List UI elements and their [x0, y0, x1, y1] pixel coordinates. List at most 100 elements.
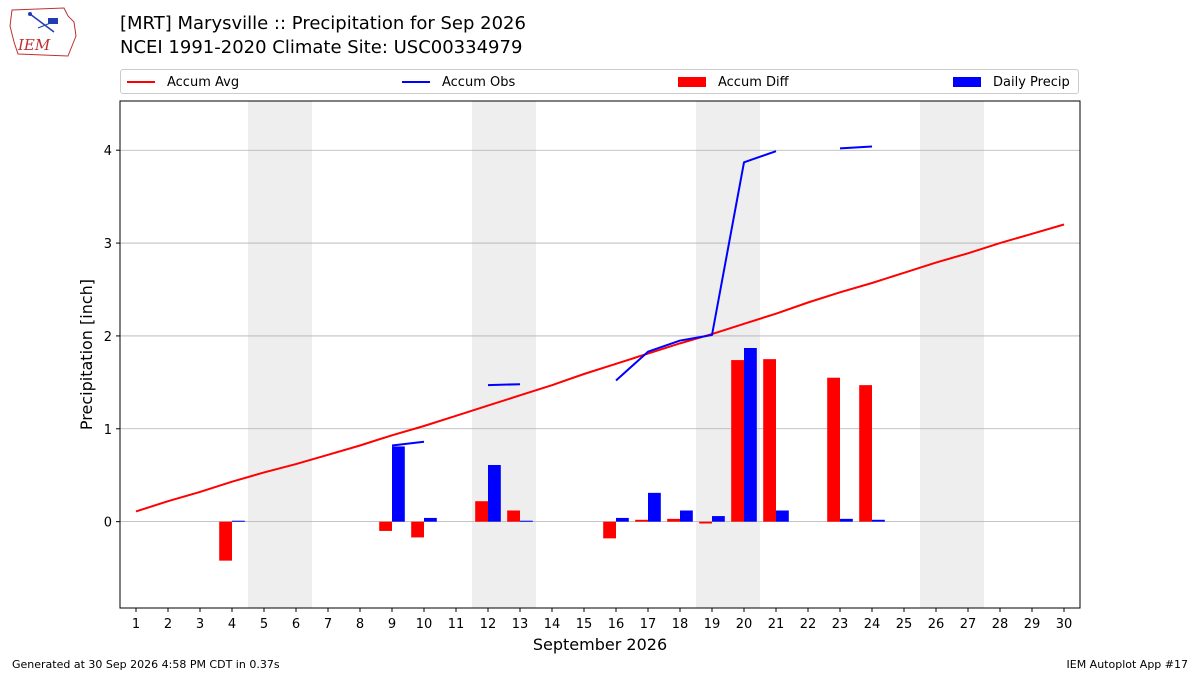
accum-diff-bar [827, 377, 840, 522]
legend-swatch-accum-obs [402, 81, 430, 83]
x-axis-label: September 2026 [533, 635, 667, 654]
x-tick-label: 15 [576, 617, 593, 632]
y-axis-label: Precipitation [inch] [77, 279, 96, 430]
iem-logo: IEM [9, 7, 77, 57]
accum-obs-line [839, 145, 873, 150]
legend-accum-obs: Accum Obs [402, 73, 515, 91]
accum-obs-line [615, 150, 777, 382]
daily-precip-bar [776, 510, 789, 522]
weekend-band [280, 101, 312, 608]
legend-accum-avg: Accum Avg [127, 73, 239, 91]
daily-precip-bar [680, 510, 693, 522]
daily-precip-bar [520, 520, 533, 522]
x-tick-label: 2 [164, 617, 172, 632]
legend-accum-diff: Accum Diff [678, 73, 789, 91]
weekend-band [952, 101, 984, 608]
accum-diff-bar [699, 521, 712, 524]
footer-generated: Generated at 30 Sep 2026 4:58 PM CDT in … [12, 658, 280, 671]
logo-text: IEM [17, 36, 51, 54]
legend-swatch-accum-diff [678, 77, 706, 87]
legend-label-accum-avg: Accum Avg [167, 74, 240, 90]
weekend-band [504, 101, 536, 608]
x-tick-label: 22 [800, 617, 817, 632]
y-tick-label: 0 [104, 516, 112, 531]
accum-diff-bar [603, 521, 616, 539]
daily-precip-bar [232, 520, 245, 522]
weekend-band [248, 101, 280, 608]
x-tick-label: 23 [832, 617, 849, 632]
x-tick-label: 4 [228, 617, 236, 632]
y-tick-label: 2 [104, 330, 112, 345]
daily-precip-bar [712, 516, 725, 522]
legend-label-accum-obs: Accum Obs [442, 74, 516, 90]
footer-app-id: IEM Autoplot App #17 [1066, 658, 1189, 671]
plot-frame [119, 100, 1081, 609]
y-tick-label: 4 [104, 144, 112, 159]
x-tick-label: 27 [960, 617, 977, 632]
accum-diff-bar [379, 521, 392, 531]
x-tick-label: 17 [640, 617, 657, 632]
daily-precip-bar [840, 518, 853, 522]
accum-obs-line [487, 383, 521, 387]
accum-diff-bar [731, 360, 744, 522]
x-axis-ticks: 1 2 3 4 5 6 7 8 9 10 11 12 13 14 15 16 17 18 19 20 21 22 23 24 2… [132, 608, 1072, 632]
x-tick-label: 19 [704, 617, 721, 632]
weekend-band [472, 101, 504, 608]
x-tick-label: 11 [448, 617, 465, 632]
y-tick-label: 3 [104, 237, 112, 252]
chart-legend: Accum Avg Accum Obs Accum Diff Daily Pre… [120, 69, 1079, 94]
x-tick-label: 26 [928, 617, 945, 632]
accum-diff-bar [411, 521, 424, 538]
accum-diff-bar [763, 359, 776, 522]
daily-precip-bar [392, 446, 405, 522]
x-tick-label: 7 [324, 617, 332, 632]
lines [135, 145, 1065, 513]
x-tick-label: 8 [356, 617, 364, 632]
accum-diff-bar [859, 385, 872, 522]
daily-precip-bar [648, 492, 661, 522]
weekend-band [920, 101, 952, 608]
y-axis-ticks: 0 1 2 3 4 [104, 144, 120, 531]
daily-precip-bar [488, 465, 501, 522]
accum-obs-line [391, 440, 425, 447]
x-tick-label: 1 [132, 617, 140, 632]
legend-daily-precip: Daily Precip [953, 73, 1070, 91]
x-tick-label: 25 [896, 617, 913, 632]
accum-diff-bar [507, 510, 520, 522]
chart-title: [MRT] Marysville :: Precipitation for Se… [120, 13, 526, 34]
x-tick-label: 14 [544, 617, 561, 632]
weekend-band [696, 101, 728, 608]
y-gridlines [120, 149, 1080, 523]
x-tick-label: 3 [196, 617, 204, 632]
daily-precip-bar [616, 517, 629, 522]
x-tick-label: 16 [608, 617, 625, 632]
x-tick-label: 21 [768, 617, 785, 632]
legend-swatch-accum-avg [127, 81, 155, 83]
chart-subtitle: NCEI 1991-2020 Climate Site: USC00334979 [120, 37, 523, 58]
x-tick-label: 9 [388, 617, 396, 632]
accum-diff-bar [635, 519, 648, 522]
legend-swatch-daily-precip [953, 77, 981, 87]
legend-label-daily-precip: Daily Precip [993, 74, 1070, 90]
legend-label-accum-diff: Accum Diff [718, 74, 789, 90]
accum-avg-line [135, 223, 1065, 513]
x-tick-label: 28 [992, 617, 1009, 632]
x-tick-label: 30 [1056, 617, 1073, 632]
x-tick-label: 12 [480, 617, 497, 632]
daily-precip-bar [872, 519, 885, 522]
bars [219, 348, 885, 561]
x-tick-label: 29 [1024, 617, 1041, 632]
accum-diff-bar [667, 518, 680, 522]
y-tick-label: 1 [104, 423, 112, 438]
x-tick-label: 5 [260, 617, 268, 632]
accum-diff-bar [219, 521, 232, 561]
x-tick-label: 6 [292, 617, 300, 632]
x-tick-label: 13 [512, 617, 529, 632]
daily-precip-bar [744, 348, 757, 522]
x-tick-label: 10 [416, 617, 433, 632]
accum-diff-bar [475, 501, 488, 522]
x-tick-label: 18 [672, 617, 689, 632]
x-tick-label: 20 [736, 617, 753, 632]
daily-precip-bar [424, 517, 437, 522]
